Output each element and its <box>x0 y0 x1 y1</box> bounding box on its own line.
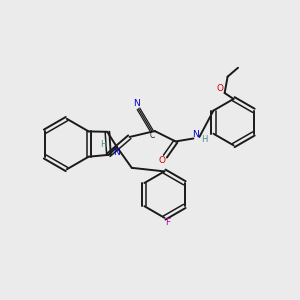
Text: O: O <box>216 84 223 93</box>
Text: C: C <box>150 131 155 140</box>
Text: N: N <box>113 148 120 157</box>
Text: F: F <box>165 218 170 227</box>
Text: O: O <box>158 156 165 165</box>
Text: H: H <box>100 140 106 149</box>
Text: H: H <box>201 136 207 145</box>
Text: N: N <box>133 99 140 108</box>
Text: N: N <box>192 130 199 139</box>
